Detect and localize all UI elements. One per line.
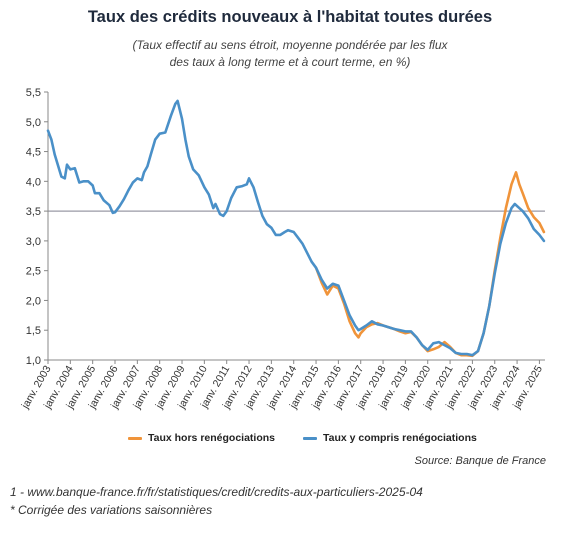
- y-tick-label: 3,0: [26, 236, 41, 248]
- y-tick-label: 4,0: [26, 176, 41, 188]
- chart-title: Taux des crédits nouveaux à l'habitat to…: [87, 8, 493, 26]
- y-tick-label: 4,5: [26, 147, 41, 159]
- y-tick-label: 3,5: [26, 206, 41, 218]
- source-note: Source: Banque de France: [414, 455, 546, 467]
- chart-subtitle: (Taux effectif au sens étroit, moyenne p…: [0, 37, 580, 71]
- legend-item-hors: Taux hors renégociations: [128, 432, 275, 444]
- legend-swatch-blue: [303, 436, 317, 440]
- series-line-y-compris-renegociations: [46, 99, 546, 357]
- legend-label-hors: Taux hors renégociations: [148, 432, 275, 444]
- legend-swatch-orange: [128, 436, 142, 440]
- chart-subtitle-line-1: (Taux effectif au sens étroit, moyenne p…: [132, 38, 448, 52]
- chart-subtitle-line-2: des taux à long terme et à court terme, …: [169, 55, 411, 69]
- footnote-seasonal: * Corrigée des variations saisonnières: [10, 503, 213, 517]
- y-tick-label: 1,5: [26, 325, 41, 337]
- legend-label-compris: Taux y compris renégociations: [323, 432, 477, 444]
- y-tick-label: 5,5: [26, 87, 41, 99]
- y-tick-label: 2,0: [26, 295, 41, 307]
- y-tick-label: 1,0: [26, 355, 41, 367]
- line-chart: 1,01,52,02,53,03,54,04,55,05,5 janv. 200…: [19, 87, 546, 412]
- chart-legend: Taux hors renégociations Taux y compris …: [128, 432, 477, 444]
- y-tick-label: 2,5: [26, 266, 41, 278]
- series-line-hors-renegociations: [314, 171, 546, 358]
- y-tick-label: 5,0: [26, 117, 41, 129]
- footnote-url: 1 - www.banque-france.fr/fr/statistiques…: [10, 485, 423, 499]
- legend-item-compris: Taux y compris renégociations: [303, 432, 477, 444]
